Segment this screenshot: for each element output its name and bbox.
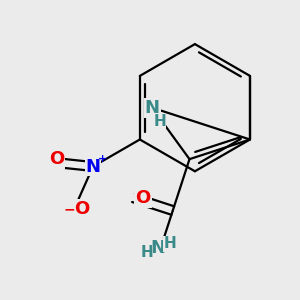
Text: O: O	[74, 200, 89, 218]
Text: N: N	[151, 239, 166, 257]
Text: −: −	[63, 202, 75, 216]
Text: O: O	[49, 150, 64, 168]
Text: N: N	[85, 158, 100, 175]
Text: +: +	[98, 154, 107, 164]
Text: H: H	[153, 114, 166, 129]
Text: N: N	[145, 99, 160, 117]
Text: H: H	[163, 236, 176, 251]
Text: H: H	[140, 245, 153, 260]
Text: O: O	[135, 189, 151, 207]
